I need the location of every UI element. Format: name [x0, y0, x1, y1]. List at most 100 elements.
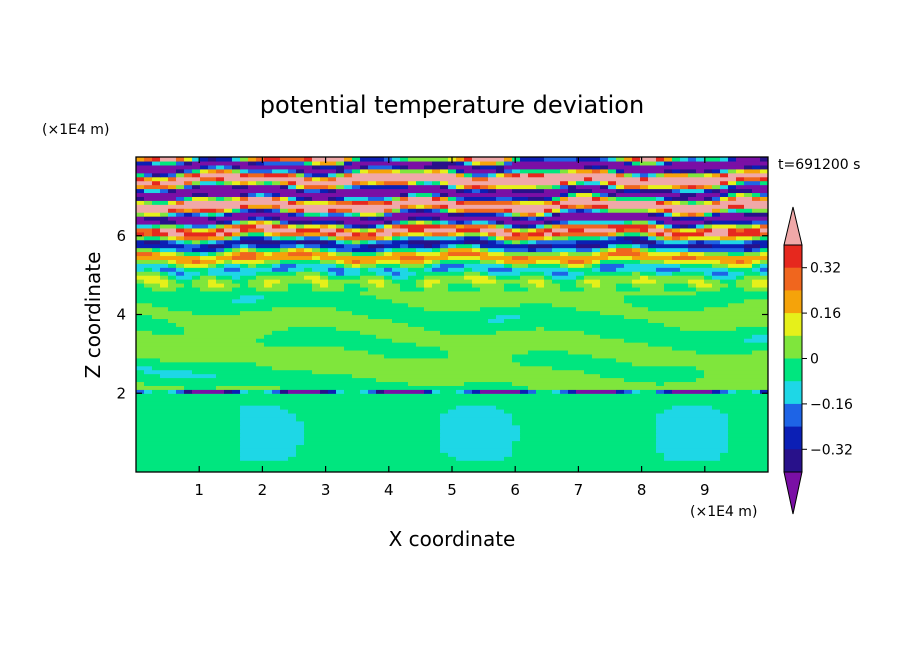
contour-cell [248, 216, 257, 221]
contour-cell [160, 160, 177, 166]
colorbar-segment [784, 290, 802, 314]
x-tick-label: 6 [510, 481, 520, 499]
contour-cell [416, 271, 465, 276]
contour-cell [336, 227, 345, 233]
contour-cell [688, 212, 697, 217]
contour-cell [520, 271, 545, 276]
contour-cell [280, 263, 297, 268]
contour-cell [472, 283, 505, 288]
contour-cell [664, 235, 673, 241]
contour-cell [272, 196, 281, 201]
contour-cell [608, 243, 617, 249]
contour-cell [240, 448, 297, 453]
contour-cell [520, 168, 561, 174]
contour-cell [144, 188, 161, 194]
contour-cell [528, 172, 545, 178]
contour-cell [136, 279, 145, 284]
contour-cell [200, 176, 217, 182]
contour-cell [248, 172, 265, 178]
contour-cell [312, 369, 585, 375]
contour-cell [288, 286, 313, 292]
contour-cell [384, 243, 401, 249]
contour-cell [136, 192, 193, 197]
contour-cell [712, 271, 729, 276]
contour-cell [176, 322, 409, 327]
contour-cell [624, 172, 633, 178]
contour-cell [680, 168, 697, 174]
contour-cell [672, 227, 681, 233]
contour-cell [288, 247, 297, 253]
contour-cell [568, 180, 577, 186]
contour-cell [736, 192, 745, 197]
contour-cell [712, 389, 721, 394]
contour-cell [280, 220, 289, 225]
contour-cell [744, 243, 761, 249]
contour-cell [360, 164, 369, 170]
contour-cell [456, 456, 505, 461]
contour-cell [464, 235, 481, 241]
contour-cell [216, 279, 233, 284]
contour-cell [512, 440, 657, 446]
contour-cell [624, 338, 745, 343]
contour-cell [520, 200, 545, 205]
contour-cell [208, 223, 217, 229]
contour-cell [176, 239, 185, 245]
contour-cell [624, 263, 681, 268]
contour-cell [368, 216, 377, 221]
contour-cell [368, 223, 377, 229]
contour-cell [656, 420, 729, 426]
contour-cell [624, 184, 641, 190]
contour-cell [384, 200, 393, 205]
contour-cell [400, 263, 425, 268]
contour-cell [264, 235, 273, 241]
contour-cell [552, 208, 561, 213]
contour-cell [728, 196, 737, 201]
contour-cell [352, 200, 369, 205]
contour-cell [448, 164, 473, 170]
contour-cell [408, 239, 441, 245]
contour-cell [296, 416, 441, 422]
contour-cell [432, 180, 441, 186]
contour-cell [672, 168, 681, 174]
contour-cell [360, 389, 369, 394]
contour-cell [384, 247, 393, 253]
contour-cell [304, 200, 329, 205]
contour-cell [480, 243, 529, 249]
contour-cell [288, 456, 457, 461]
contour-cell [480, 259, 497, 264]
contour-cell [440, 416, 513, 422]
contour-cell [512, 267, 569, 272]
contour-cell [408, 164, 425, 170]
colorbar-segment [784, 313, 802, 337]
contour-cell [192, 168, 201, 174]
contour-cell [728, 440, 768, 446]
contour-cell [448, 452, 513, 457]
contour-cell [488, 251, 505, 257]
contour-cell [464, 239, 489, 245]
contour-cell [512, 444, 657, 449]
contour-cell [136, 357, 161, 363]
colorbar-segment [784, 426, 802, 450]
contour-cell [616, 157, 625, 162]
contour-cell [224, 239, 241, 245]
contour-cell [728, 412, 768, 418]
contour-cell [592, 247, 601, 253]
contour-cell [408, 220, 417, 225]
contour-cell [512, 200, 521, 205]
contour-cell [496, 275, 521, 280]
contour-cell [304, 420, 441, 426]
x-tick-label: 9 [700, 481, 710, 499]
contour-cell [712, 172, 721, 178]
contour-cell [600, 279, 633, 284]
contour-cell [272, 216, 281, 221]
contour-cell [752, 349, 768, 355]
contour-cell [384, 227, 409, 233]
contour-cell [512, 196, 529, 201]
contour-cell [200, 212, 209, 217]
contour-cell [168, 271, 177, 276]
contour-cell [392, 231, 401, 237]
contour-cell [552, 200, 561, 205]
contour-cell [464, 172, 473, 178]
contour-cell [608, 180, 617, 186]
contour-cell [432, 389, 441, 394]
